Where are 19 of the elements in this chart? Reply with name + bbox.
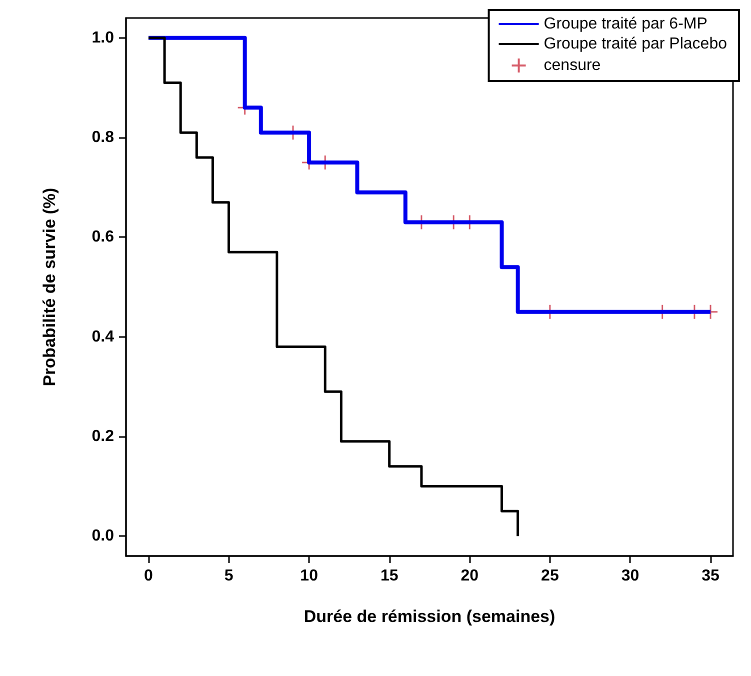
x-tick-label: 0 [144, 568, 154, 584]
legend-label: censure [544, 57, 601, 74]
x-tick-label: 5 [224, 568, 234, 584]
y-tick-label: 0.2 [92, 428, 114, 445]
x-tick-label: 15 [380, 568, 398, 584]
y-tick-label: 0.6 [92, 228, 114, 246]
x-tick-label: 35 [702, 568, 720, 584]
x-axis-title: Durée de rémission (semaines) [304, 607, 556, 626]
x-tick-label: 25 [541, 568, 559, 584]
y-tick-label: 1.0 [92, 29, 114, 46]
y-tick-label: 0.4 [92, 328, 114, 346]
y-axis-title: Probabilité de survie (%) [40, 188, 59, 386]
y-tick-label: 0.0 [92, 528, 114, 545]
legend-label: Groupe traité par Placebo [544, 36, 728, 52]
x-tick-label: 20 [460, 568, 479, 584]
legend-label: Groupe traité par 6-MP [544, 16, 708, 32]
y-tick-label: 0.8 [92, 129, 114, 146]
x-tick-label: 10 [300, 568, 318, 584]
x-tick-label: 30 [621, 568, 640, 584]
